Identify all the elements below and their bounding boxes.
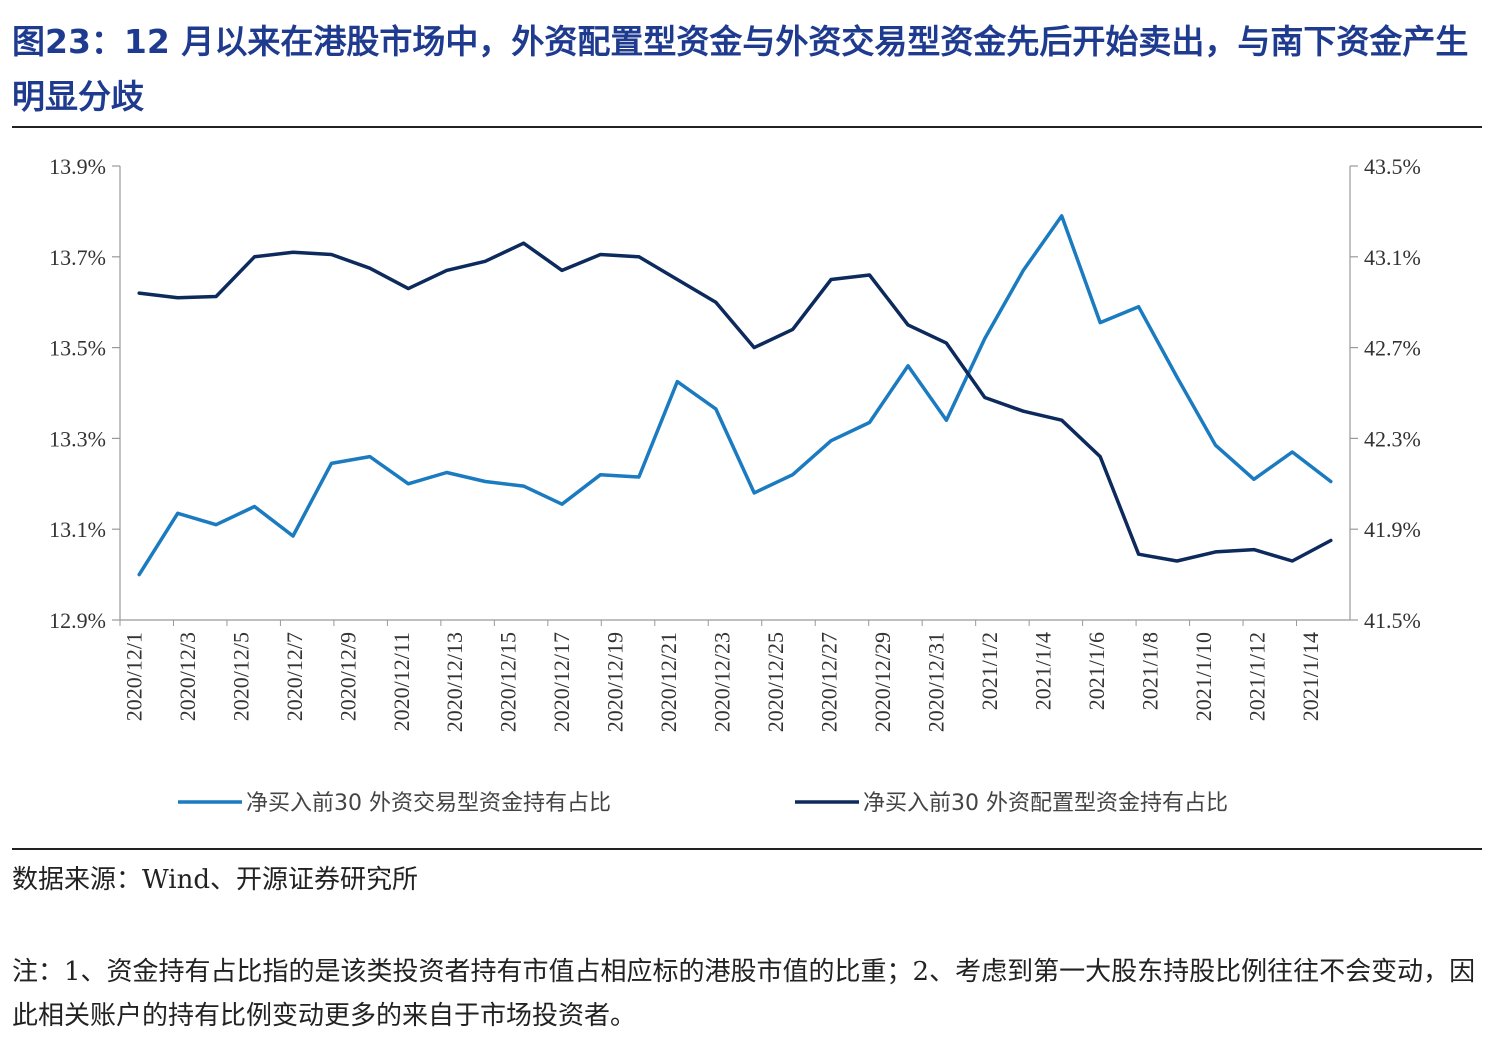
- right-y-tick-label: 42.7%: [1364, 336, 1421, 361]
- x-tick-label: 2020/12/17: [549, 632, 574, 732]
- right-y-tick-label: 43.1%: [1364, 245, 1421, 270]
- right-y-tick-label: 43.5%: [1364, 154, 1421, 179]
- right-y-tick-label: 41.5%: [1364, 608, 1421, 633]
- x-tick-label: 2020/12/19: [603, 632, 628, 732]
- x-tick-label: 2020/12/11: [389, 632, 414, 731]
- axes: 13.9% 13.7% 13.5% 13.3% 13.1% 12.9% 43.5% 43.1%…: [49, 154, 1421, 732]
- x-tick-label: 2020/12/21: [656, 632, 681, 732]
- left-y-tick-label: 13.3%: [49, 426, 106, 451]
- left-y-tick-label: 12.9%: [49, 608, 106, 633]
- x-tick-label: 2020/12/7: [282, 632, 307, 721]
- series-lines: [137, 214, 1333, 577]
- left-y-tick-label: 13.9%: [49, 154, 106, 179]
- x-tick-label: 2020/12/25: [763, 632, 788, 732]
- footnote: 注：1、资金持有占比指的是该类投资者持有市值占相应标的港股市值的比重；2、考虑到…: [12, 957, 1476, 1031]
- bottom-divider: [12, 848, 1482, 850]
- x-tick-label: 2020/12/1: [121, 632, 146, 721]
- series-line-allocation-funds: [137, 241, 1333, 563]
- x-tick-label: 2020/12/9: [335, 632, 360, 721]
- source-note: 数据来源：Wind、开源证券研究所: [12, 865, 418, 895]
- left-y-tick-label: 13.5%: [49, 336, 106, 361]
- x-tick-label: 2021/1/8: [1137, 632, 1162, 710]
- x-tick-label: 2020/12/13: [442, 632, 467, 732]
- legend-label-allocation-funds: 净买入前30 外资配置型资金持有占比: [863, 791, 1228, 816]
- x-tick-label: 2020/12/31: [924, 632, 949, 732]
- x-tick-label: 2020/12/27: [817, 632, 842, 732]
- right-y-tick-label: 42.3%: [1364, 426, 1421, 451]
- x-tick-label: 2021/1/10: [1191, 632, 1216, 721]
- left-y-tick-label: 13.1%: [49, 517, 106, 542]
- legend-label-trading-funds: 净买入前30 外资交易型资金持有占比: [246, 791, 611, 816]
- x-tick-label: 2020/12/15: [496, 632, 521, 732]
- x-tick-label: 2021/1/4: [1031, 632, 1056, 710]
- right-y-tick-label: 41.9%: [1364, 517, 1421, 542]
- x-tick-label: 2020/12/3: [175, 632, 200, 721]
- dual-axis-line-chart: 13.9% 13.7% 13.5% 13.3% 13.1% 12.9% 43.5% 43.1%…: [49, 154, 1421, 816]
- top-divider: [12, 126, 1482, 128]
- x-tick-label: 2021/1/12: [1244, 632, 1269, 721]
- legend: 净买入前30 外资交易型资金持有占比 净买入前30 外资配置型资金持有占比: [178, 791, 1228, 816]
- x-tick-label: 2020/12/23: [710, 632, 735, 732]
- x-tick-label: 2021/1/2: [977, 632, 1002, 710]
- x-tick-label: 2020/12/5: [228, 632, 253, 721]
- x-tick-label: 2021/1/14: [1298, 632, 1323, 721]
- series-line-trading-funds: [137, 214, 1333, 577]
- chart-title: 图23：12 月以来在港股市场中，外资配置型资金与外资交易型资金先后开始卖出，与…: [12, 22, 1469, 116]
- x-tick-label: 2021/1/6: [1084, 632, 1109, 710]
- x-tick-label: 2020/12/29: [870, 632, 895, 732]
- left-y-tick-label: 13.7%: [49, 245, 106, 270]
